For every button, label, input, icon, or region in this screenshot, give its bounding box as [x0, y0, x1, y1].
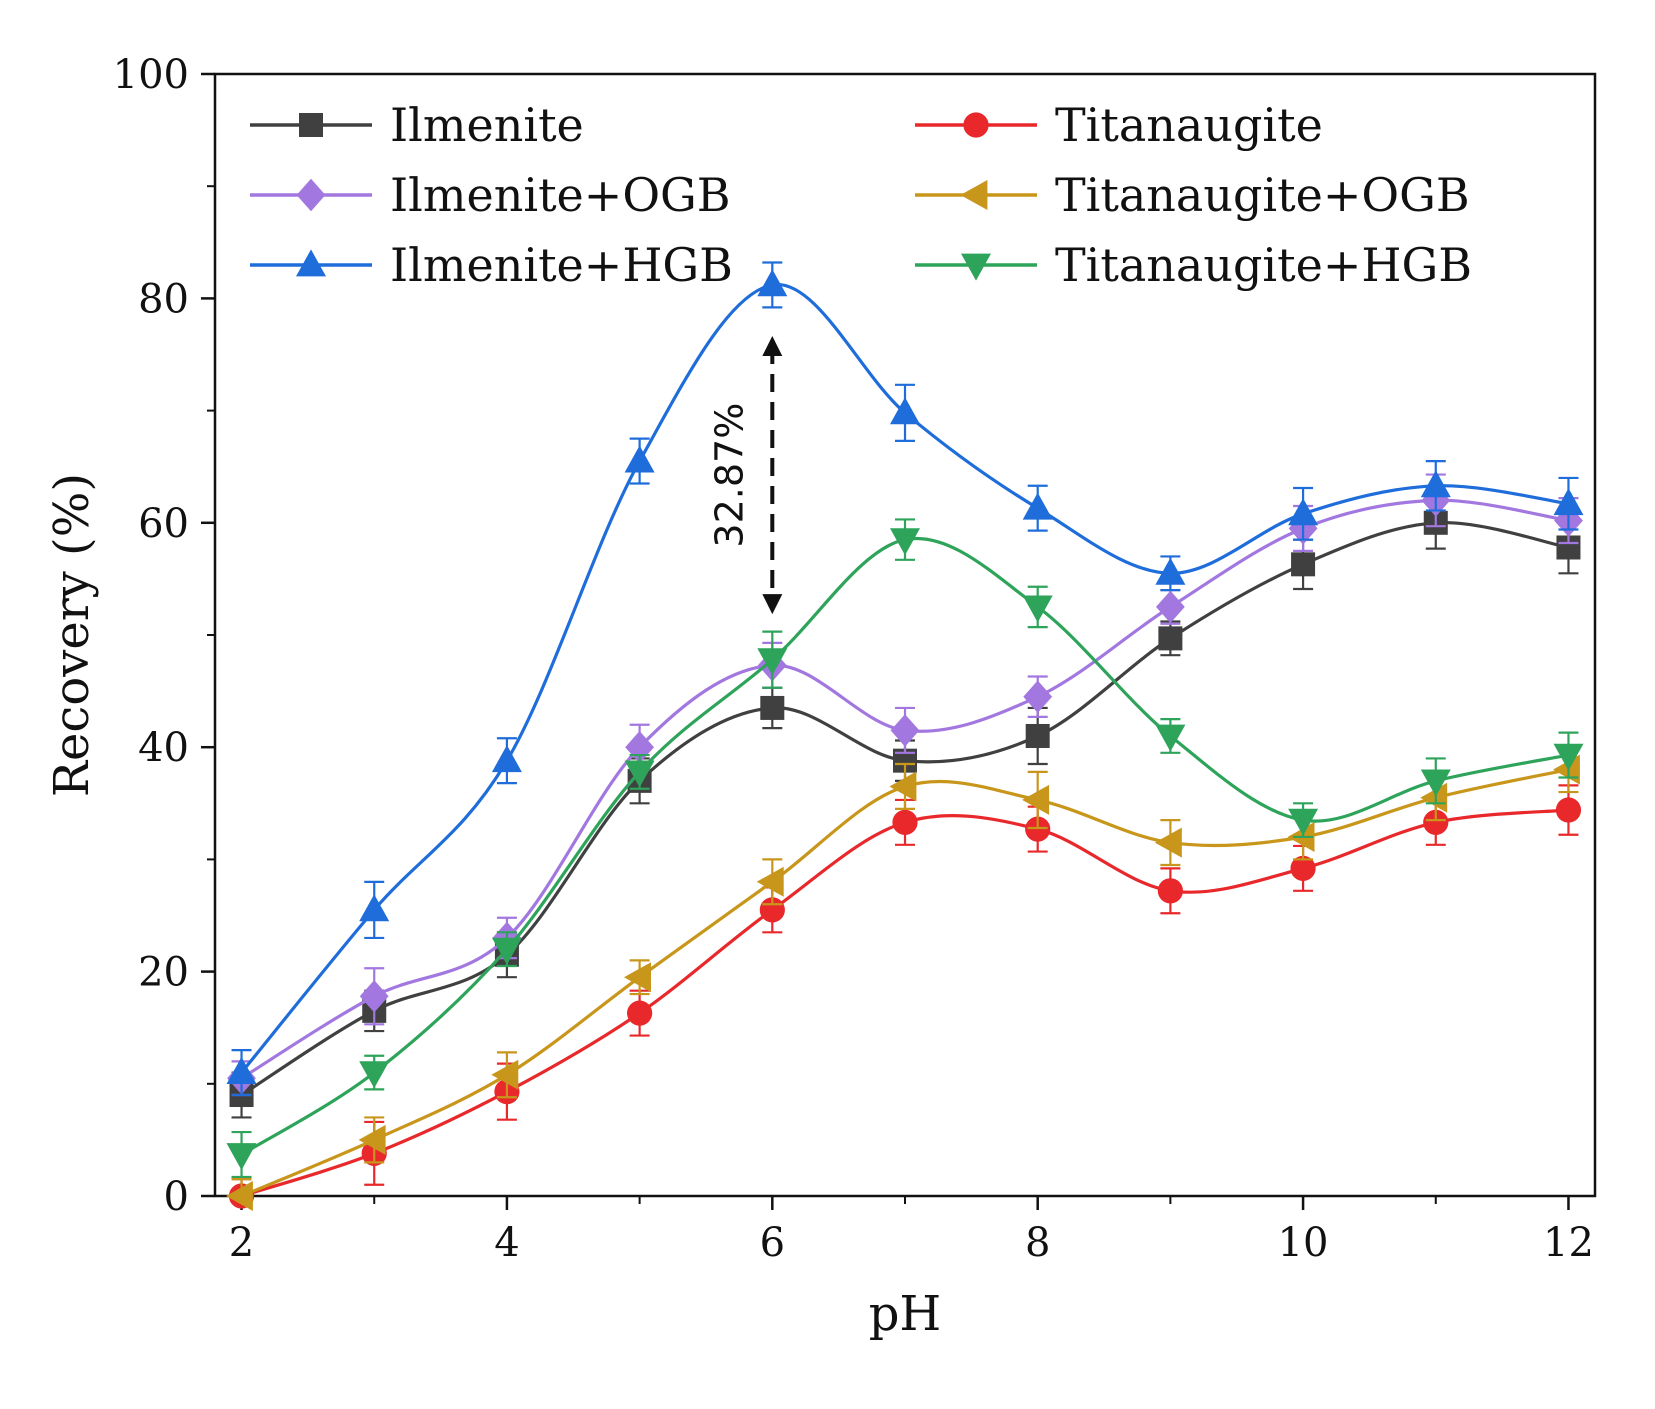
data-point-1-5: [892, 809, 918, 835]
series-line-3: [240, 768, 1569, 1198]
legend-item-3: Titanaugite+OGB: [915, 168, 1470, 222]
data-point-3-6: [1022, 784, 1050, 815]
series-line-0: [240, 521, 1569, 1097]
y-tick-label-100: 100: [113, 52, 189, 98]
legend-item-4: Ilmenite+HGB: [250, 238, 733, 292]
data-point-5-3: [624, 760, 655, 788]
legend-label: Titanaugite: [1055, 98, 1323, 152]
annotation-label-0: 32.87%: [707, 403, 751, 548]
data-point-4-5: [890, 397, 920, 425]
data-point-4-0: [226, 1057, 257, 1084]
data-point-2-5: [890, 714, 920, 747]
legend-label: Titanaugite+HGB: [1055, 238, 1472, 292]
y-tick-label-0: 0: [164, 1174, 189, 1220]
data-point-5-9: [1420, 769, 1451, 797]
data-point-3-2: [491, 1059, 519, 1090]
legend-marker: [296, 178, 326, 212]
x-tick-label-4: 4: [494, 1220, 519, 1266]
legend-item-2: Ilmenite+OGB: [250, 168, 731, 222]
series-3: [225, 746, 1580, 1211]
annotation-layer: 32.87%: [707, 336, 783, 615]
data-point-3-1: [358, 1124, 386, 1155]
x-axis-title: pH: [869, 1286, 942, 1342]
legend-marker: [299, 113, 323, 137]
series-layer: [225, 261, 1584, 1211]
y-tick-label-80: 80: [138, 276, 189, 322]
data-point-5-4: [757, 648, 788, 676]
data-point-1-7: [1157, 878, 1183, 904]
legend: Ilmenite Titanaugite Ilmenite+OGB Titanaugi…: [250, 98, 1472, 292]
data-point-4-2: [491, 745, 522, 773]
data-point-1-3: [627, 1000, 653, 1026]
legend-label: Titanaugite+OGB: [1055, 168, 1470, 222]
x-tick-label-6: 6: [760, 1220, 785, 1266]
data-point-4-10: [1553, 488, 1584, 516]
x-tick-label-10: 10: [1278, 1220, 1329, 1266]
series-line-1: [241, 808, 1569, 1198]
data-point-4-3: [624, 445, 655, 473]
data-point-4-8: [1288, 498, 1319, 526]
legend-marker: [296, 249, 326, 277]
data-point-5-10: [1553, 743, 1584, 771]
x-tick-label-2: 2: [229, 1220, 254, 1266]
series-4: [226, 261, 1584, 1097]
series-5: [226, 518, 1584, 1179]
y-tick-label-40: 40: [138, 725, 189, 771]
data-point-2-7: [1156, 590, 1185, 624]
legend-item-5: Titanaugite+HGB: [915, 238, 1472, 292]
data-point-0-4: [760, 695, 785, 720]
series-line-5: [240, 536, 1569, 1156]
x-tick-label-12: 12: [1543, 1220, 1594, 1266]
data-point-1-6: [1025, 816, 1051, 842]
data-point-3-4: [756, 866, 784, 897]
data-point-4-1: [359, 894, 390, 922]
data-point-4-7: [1155, 557, 1186, 585]
data-point-5-5: [890, 528, 920, 556]
data-point-2-6: [1023, 680, 1053, 713]
data-point-3-9: [1420, 782, 1448, 813]
data-point-5-2: [491, 937, 522, 965]
series-1: [228, 784, 1582, 1209]
data-point-5-1: [359, 1061, 390, 1089]
legend-marker: [960, 180, 988, 210]
axis-ticks: 2 4 6 8 10 12 0 20 40 60 80 100: [113, 52, 1594, 1266]
data-point-1-10: [1555, 797, 1582, 823]
data-point-3-5: [889, 771, 917, 802]
data-point-3-0: [225, 1181, 253, 1211]
legend-item-1: Titanaugite: [915, 98, 1323, 152]
data-point-4-6: [1022, 492, 1053, 520]
legend-label: Ilmenite+HGB: [390, 238, 733, 292]
y-tick-label-60: 60: [138, 501, 189, 547]
legend-marker: [961, 253, 991, 281]
data-point-2-1: [359, 980, 389, 1013]
y-axis-title: Recovery (%): [44, 473, 100, 797]
legend-label: Ilmenite+OGB: [390, 168, 731, 222]
data-point-5-6: [1022, 595, 1053, 623]
data-point-3-7: [1154, 827, 1182, 858]
data-point-4-9: [1420, 470, 1451, 498]
data-point-0-8: [1291, 552, 1316, 577]
data-point-5-7: [1155, 724, 1186, 752]
series-line-2: [240, 498, 1569, 1080]
data-point-1-9: [1423, 809, 1449, 835]
y-tick-label-20: 20: [138, 950, 189, 996]
legend-item-0: Ilmenite: [250, 98, 584, 152]
data-point-0-7: [1158, 626, 1183, 651]
data-point-5-0: [226, 1143, 257, 1171]
data-point-3-3: [624, 962, 651, 993]
x-tick-label-8: 8: [1025, 1220, 1050, 1266]
legend-label: Ilmenite: [390, 98, 584, 152]
data-point-5-8: [1288, 808, 1319, 836]
data-point-0-6: [1025, 723, 1050, 748]
data-point-1-8: [1290, 855, 1316, 881]
data-point-4-4: [757, 269, 788, 297]
legend-marker: [963, 112, 989, 138]
